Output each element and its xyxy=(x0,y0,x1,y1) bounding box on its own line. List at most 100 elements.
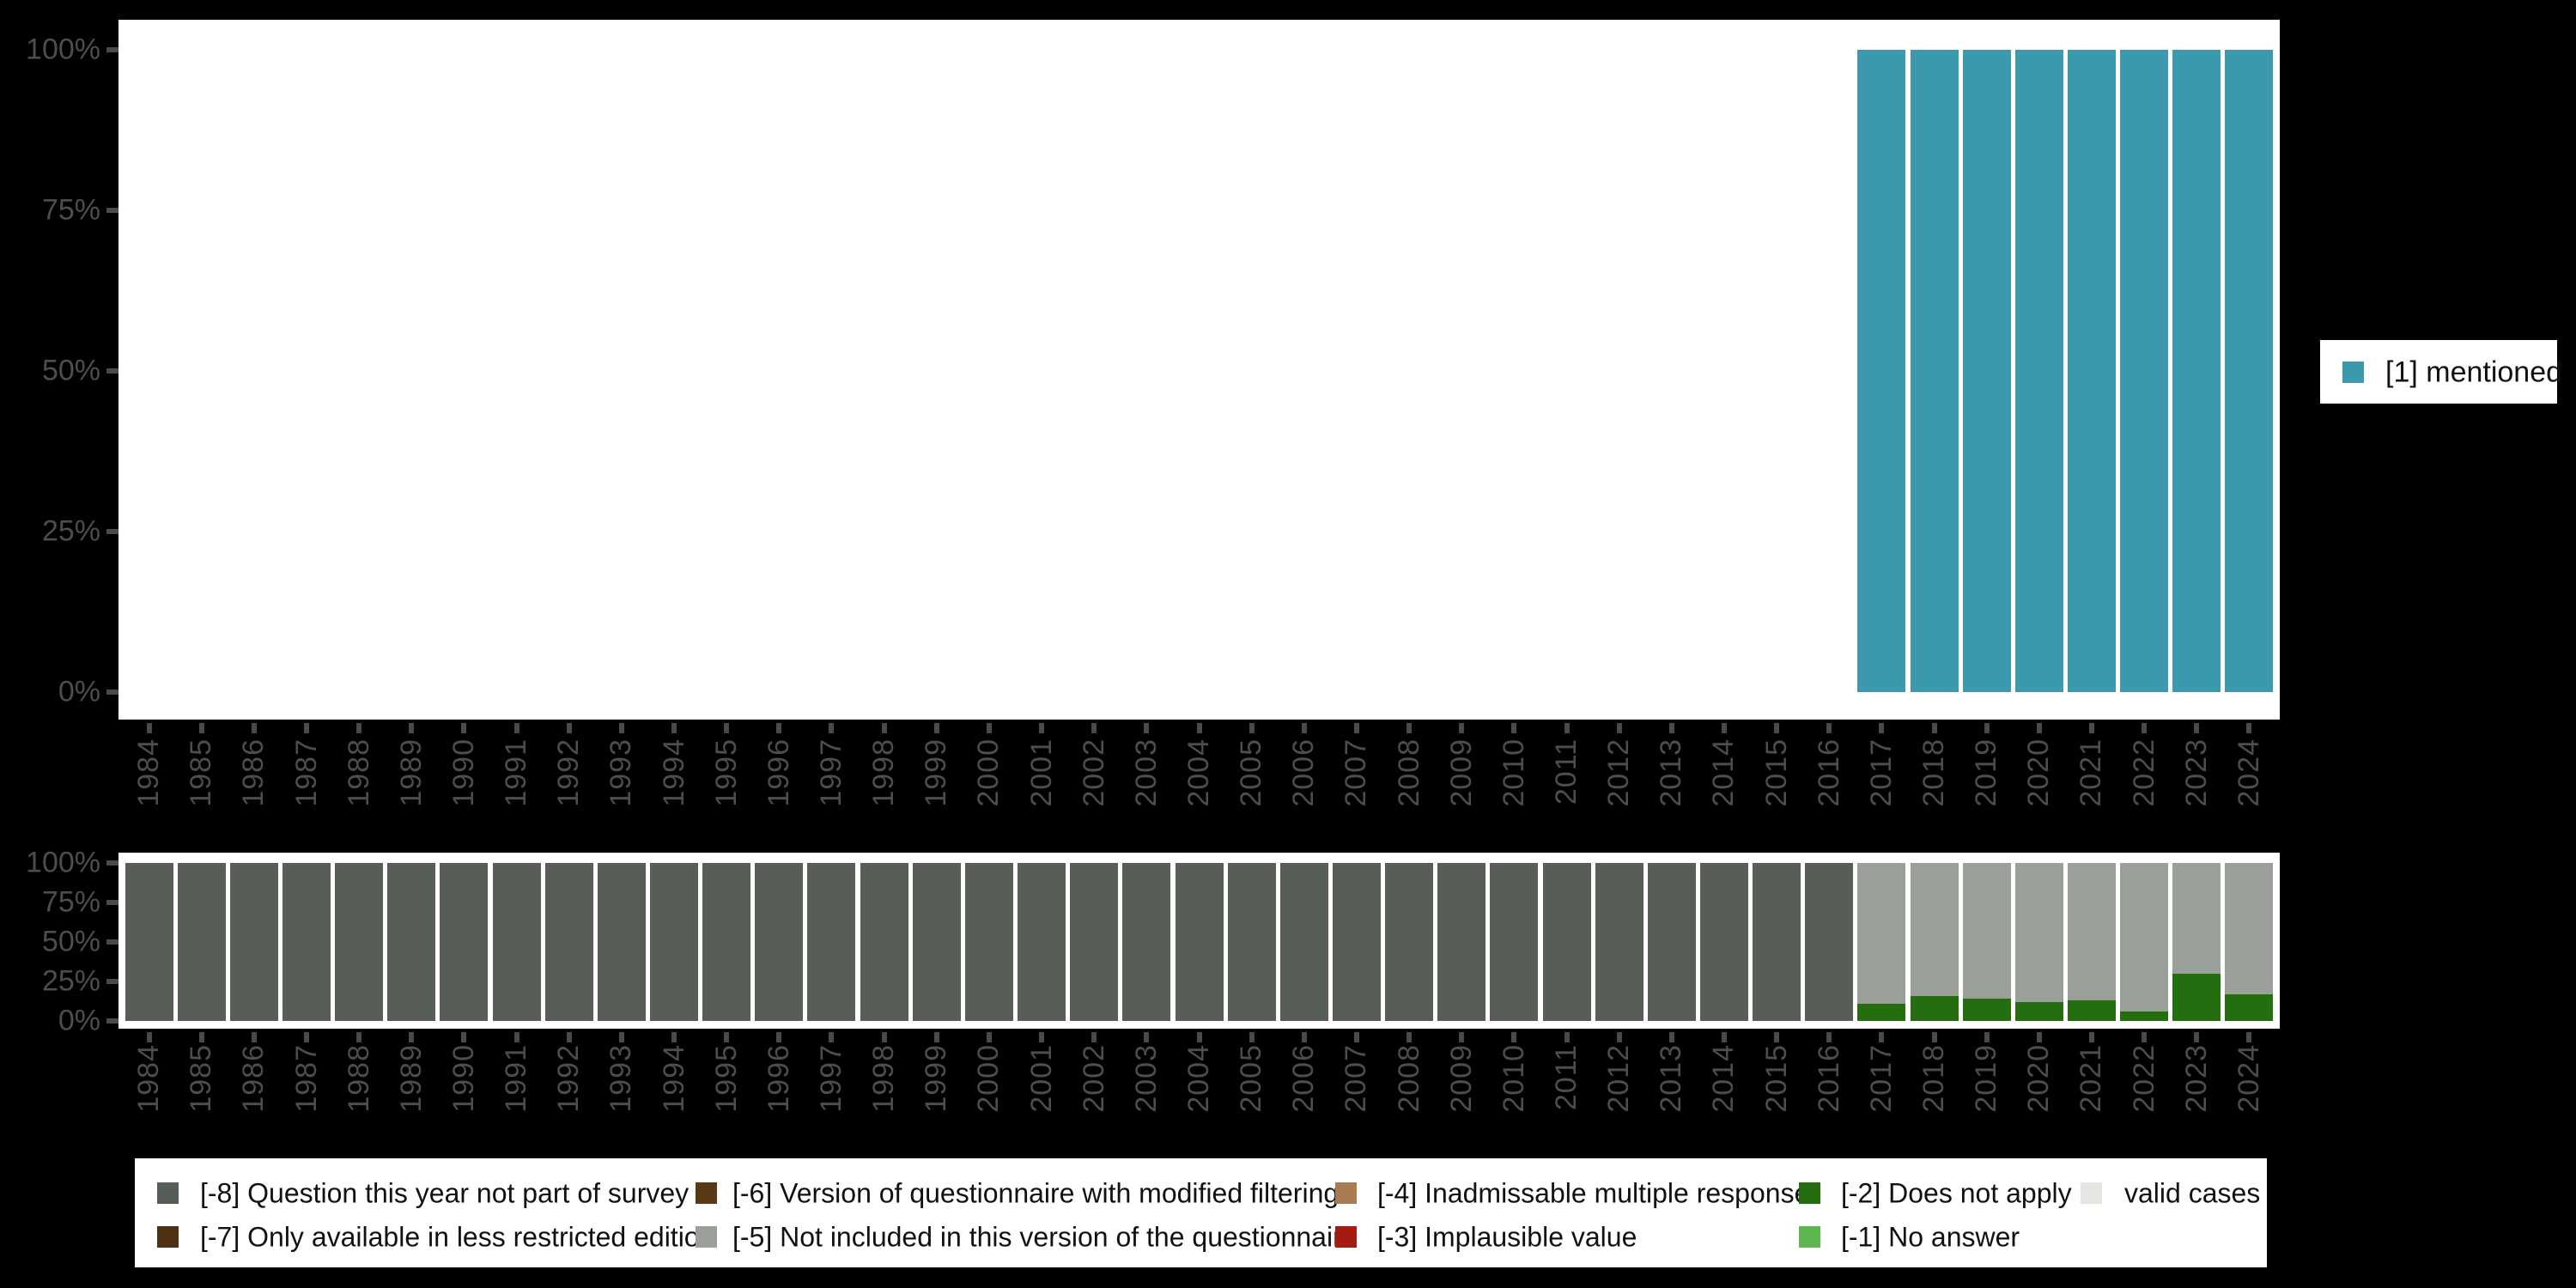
x-axis-year-label: 1993 xyxy=(605,738,638,807)
x-axis-tick-label: 2019 xyxy=(1968,1044,2006,1156)
x-axis-tick-label: 2006 xyxy=(1285,738,1323,850)
x-axis-year-label: 2019 xyxy=(1970,1044,2003,1113)
x-axis-tick-label: 1986 xyxy=(235,738,273,850)
bar-segment xyxy=(335,863,384,1021)
x-axis-year-label: 2021 xyxy=(2075,738,2108,807)
bar-segment xyxy=(1437,863,1486,1021)
x-axis-tick xyxy=(2088,1032,2094,1042)
x-axis-tick xyxy=(566,1032,572,1042)
x-axis-tick xyxy=(2142,1032,2148,1042)
x-axis-tick-label: 2001 xyxy=(1023,738,1060,850)
x-axis-tick-label: 1987 xyxy=(288,738,325,850)
x-axis-tick xyxy=(1826,1032,1832,1042)
legend-swatch-icon xyxy=(1799,1182,1820,1204)
bar-segment xyxy=(964,863,1013,1021)
x-axis-year-label: 2017 xyxy=(1864,738,1898,807)
legend-swatch-icon xyxy=(1335,1226,1357,1248)
x-axis-year-label: 1986 xyxy=(237,738,270,807)
x-axis-tick-label: 2021 xyxy=(2073,1044,2111,1156)
bar-segment xyxy=(1699,863,1748,1021)
bar-segment xyxy=(1857,863,1906,1004)
bar-segment xyxy=(1385,863,1434,1021)
x-axis-tick-label: 2016 xyxy=(1810,1044,1848,1156)
x-axis-tick xyxy=(1406,723,1413,733)
x-axis-year-label: 1997 xyxy=(814,738,848,807)
y-axis-tick-label: 100% xyxy=(26,33,100,66)
x-axis-tick xyxy=(933,1032,939,1042)
y-axis-tick xyxy=(106,860,118,866)
x-axis-tick xyxy=(1511,723,1517,733)
y-axis-tick-label: 0% xyxy=(58,675,100,708)
x-axis-tick-label: 1999 xyxy=(918,738,956,850)
x-axis-tick xyxy=(1196,1032,1202,1042)
x-axis-year-label: 2012 xyxy=(1602,738,1636,807)
x-axis-year-label: 1991 xyxy=(500,738,533,807)
x-axis-tick xyxy=(1353,1032,1359,1042)
bar-segment xyxy=(2120,1011,2169,1021)
x-axis-year-label: 2014 xyxy=(1707,738,1741,807)
bar-segment xyxy=(912,863,961,1021)
x-axis-tick-label: 1985 xyxy=(183,738,221,850)
y-axis-tick-label: 75% xyxy=(41,193,100,227)
x-axis-year-label: 1994 xyxy=(657,1044,690,1113)
x-axis-year-label: 1998 xyxy=(867,738,901,807)
x-axis-year-label: 2010 xyxy=(1497,1044,1530,1113)
x-axis-tick-label: 2021 xyxy=(2073,738,2111,850)
x-axis-year-label: 2009 xyxy=(1444,1044,1478,1113)
x-axis-tick xyxy=(513,1032,519,1042)
legend-swatch-icon xyxy=(1335,1182,1357,1204)
x-axis-tick xyxy=(461,1032,467,1042)
x-axis-tick-label: 2023 xyxy=(2178,1044,2215,1156)
bar-segment xyxy=(2225,50,2274,692)
y-axis-tick xyxy=(106,208,118,213)
x-axis-tick-label: 2001 xyxy=(1023,1044,1060,1156)
x-axis-tick-label: 2010 xyxy=(1495,1044,1533,1156)
bar-segment xyxy=(2120,863,2169,1012)
x-axis-year-label: 1984 xyxy=(132,1044,166,1113)
bar-segment xyxy=(1018,863,1066,1021)
x-axis-tick-label: 2024 xyxy=(2230,1044,2268,1156)
x-axis-tick-label: 1996 xyxy=(760,738,798,850)
x-axis-tick xyxy=(513,723,519,733)
bar-segment xyxy=(597,863,646,1021)
x-axis-tick xyxy=(1249,1032,1255,1042)
x-axis-year-label: 2018 xyxy=(1917,738,1951,807)
x-axis-tick xyxy=(986,1032,992,1042)
x-axis-tick-label: 2022 xyxy=(2125,1044,2163,1156)
legend-mentioned: [1] mentioned xyxy=(2320,340,2562,404)
x-axis-year-label: 2014 xyxy=(1707,1044,1741,1113)
x-axis-tick xyxy=(829,1032,835,1042)
x-axis-year-label: 2017 xyxy=(1864,1044,1898,1113)
x-axis-tick xyxy=(566,723,572,733)
x-axis-tick xyxy=(356,723,362,733)
y-axis-tick-label: 50% xyxy=(41,925,100,958)
x-axis-tick xyxy=(1144,1032,1150,1042)
x-axis-year-label: 1996 xyxy=(762,738,795,807)
x-axis-tick xyxy=(1459,1032,1465,1042)
x-axis-tick xyxy=(1931,723,1937,733)
x-axis-tick-label: 2020 xyxy=(2020,738,2058,850)
x-axis-tick-label: 2004 xyxy=(1181,1044,1218,1156)
legend-swatch-icon xyxy=(696,1226,717,1248)
x-axis-tick xyxy=(1774,1032,1780,1042)
y-axis-tick xyxy=(106,368,118,374)
x-axis-tick xyxy=(409,1032,415,1042)
x-axis-tick-label: 1996 xyxy=(760,1044,798,1156)
x-axis-tick-label: 2010 xyxy=(1495,738,1533,850)
bar-segment xyxy=(1332,863,1381,1021)
x-axis-tick-label: 1998 xyxy=(866,1044,903,1156)
x-axis-tick-label: 2011 xyxy=(1548,1044,1586,1156)
legend-item-label: [-7] Only available in less restricted e… xyxy=(200,1221,715,1253)
bar-segment xyxy=(2067,50,2116,692)
x-axis-year-label: 2019 xyxy=(1970,738,2003,807)
x-axis-tick xyxy=(1459,723,1465,733)
x-axis-year-label: 2021 xyxy=(2075,1044,2108,1113)
x-axis-tick-label: 2004 xyxy=(1181,738,1218,850)
bar-segment xyxy=(1647,863,1696,1021)
x-axis-tick-label: 2022 xyxy=(2125,738,2163,850)
bar-segment xyxy=(1910,50,1959,692)
bar-segment xyxy=(1227,863,1276,1021)
y-axis-tick xyxy=(106,939,118,945)
x-axis-tick-label: 1994 xyxy=(655,1044,693,1156)
x-axis-year-label: 2005 xyxy=(1235,1044,1268,1113)
